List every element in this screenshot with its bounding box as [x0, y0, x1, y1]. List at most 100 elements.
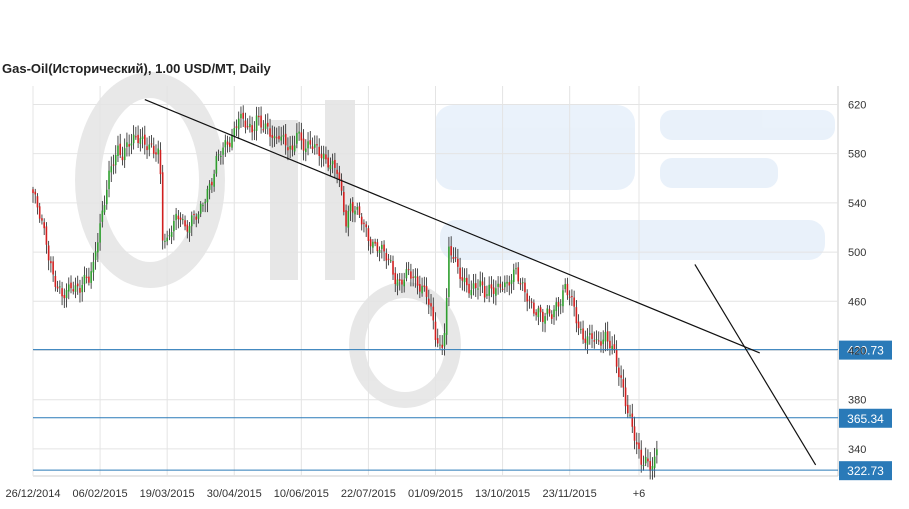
candle — [296, 123, 298, 149]
candle — [524, 278, 526, 302]
candle — [629, 404, 631, 419]
level-label: 420.73 — [839, 340, 892, 360]
candle — [298, 121, 300, 141]
candle — [394, 267, 397, 293]
candle — [530, 298, 533, 309]
candle — [193, 210, 195, 225]
candle — [597, 331, 600, 345]
candle — [624, 377, 627, 414]
candle — [110, 156, 113, 182]
candle — [452, 247, 455, 264]
candle — [184, 215, 186, 231]
candle — [461, 267, 464, 291]
candle — [631, 403, 634, 434]
candle — [474, 273, 477, 297]
candle — [470, 280, 473, 299]
candle — [481, 272, 484, 293]
candle — [356, 202, 359, 215]
candle — [164, 233, 166, 249]
candle — [114, 145, 117, 174]
candle — [231, 128, 233, 151]
candle — [600, 332, 602, 353]
candle — [354, 206, 356, 223]
candle — [381, 240, 383, 259]
candle — [54, 270, 57, 292]
level-label: 365.34 — [839, 408, 892, 428]
candle — [595, 330, 598, 345]
candle — [72, 281, 75, 295]
candle — [199, 201, 202, 218]
candle — [338, 165, 341, 188]
candle — [32, 186, 34, 203]
candle — [204, 198, 206, 213]
candle — [50, 256, 52, 273]
candle — [526, 289, 528, 312]
candle — [41, 214, 43, 225]
candle — [144, 125, 146, 155]
candle — [360, 212, 363, 231]
candle — [264, 114, 267, 134]
x-tick-label: 06/02/2015 — [73, 488, 128, 500]
candle — [448, 236, 450, 307]
candle — [141, 127, 144, 149]
candle — [640, 440, 643, 473]
candle — [497, 276, 499, 295]
candle — [521, 277, 524, 292]
candle — [220, 150, 222, 165]
candle — [443, 323, 446, 356]
candle — [593, 331, 596, 349]
candle — [309, 131, 312, 149]
candle — [139, 129, 142, 152]
candle — [539, 304, 542, 322]
candle — [606, 321, 609, 351]
candle — [472, 273, 475, 296]
candle — [287, 137, 289, 161]
candle — [79, 279, 81, 303]
candle — [582, 320, 584, 344]
candle — [528, 295, 531, 309]
candle — [441, 335, 444, 356]
candle — [568, 290, 571, 306]
candle — [99, 213, 101, 251]
candle — [284, 123, 287, 155]
candle — [101, 201, 104, 228]
y-axis: 340 380 420 460 500 540 580 620 — [848, 99, 866, 455]
candle — [76, 275, 79, 295]
candle — [275, 127, 278, 145]
x-tick-label: 23/11/2015 — [543, 488, 597, 500]
candle — [325, 146, 327, 164]
candle — [126, 132, 128, 157]
candle — [434, 312, 437, 347]
candle — [190, 211, 193, 237]
candle — [653, 447, 656, 478]
candle — [271, 125, 274, 148]
candle — [244, 112, 247, 134]
y-tick-label: 380 — [848, 395, 866, 407]
candle — [186, 220, 189, 239]
candle — [649, 452, 651, 480]
candle — [166, 230, 168, 246]
candle — [396, 273, 399, 296]
candle — [421, 277, 423, 297]
candle — [553, 305, 555, 325]
candle — [479, 271, 482, 297]
candle — [620, 365, 622, 388]
candle — [52, 256, 54, 282]
candle — [240, 106, 242, 128]
candle — [519, 278, 522, 291]
candle — [228, 136, 231, 153]
candle — [235, 119, 238, 137]
trendline — [144, 98, 760, 354]
candle — [226, 135, 229, 153]
level-label: 322.73 — [839, 461, 892, 481]
candle — [92, 252, 95, 281]
candle — [36, 193, 39, 215]
candle — [389, 255, 392, 263]
x-tick-label: 13/10/2015 — [475, 488, 530, 500]
candle — [501, 281, 504, 292]
candle — [488, 276, 490, 303]
candle — [45, 222, 48, 254]
candle — [398, 272, 401, 291]
candle — [300, 122, 303, 150]
candle — [425, 277, 428, 305]
